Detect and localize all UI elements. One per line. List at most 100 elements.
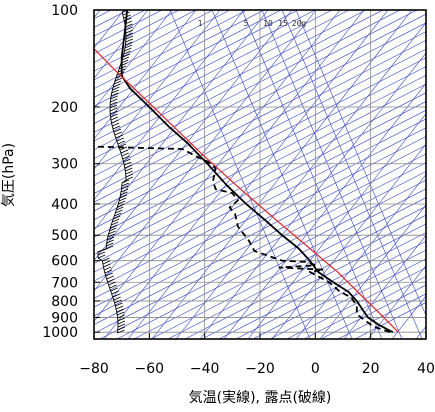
dry-adiabat-line	[235, 240, 426, 339]
isopleth-lines	[94, 10, 426, 339]
wind-barb	[125, 32, 134, 37]
wind-barb	[113, 80, 122, 85]
dry-adiabat-line	[94, 10, 418, 177]
wind-barb	[117, 140, 125, 145]
x-tick-label: −80	[79, 361, 109, 377]
x-ticks: −80 −60 −40 −20 0 20 40	[79, 333, 435, 377]
wind-barb	[125, 41, 133, 46]
temperature-line	[120, 10, 394, 333]
dry-adiabat-line	[150, 197, 426, 339]
wind-barb	[125, 173, 134, 178]
wind-barb	[110, 287, 118, 292]
mixing-ratio-label: 10	[263, 19, 273, 28]
wind-barb	[117, 323, 126, 328]
wind-barb	[113, 83, 121, 88]
wind-barb	[121, 152, 129, 157]
wind-barb	[110, 92, 119, 97]
wind-barb	[103, 266, 112, 271]
wind-barb	[113, 128, 122, 133]
wind-barb	[117, 329, 125, 334]
mixing-ratio-line	[295, 10, 426, 317]
dry-adiabat-line	[94, 39, 426, 212]
wind-barb	[109, 104, 118, 109]
dry-adiabat-line	[94, 10, 401, 168]
dry-adiabat-line	[94, 10, 265, 98]
wind-barb	[124, 164, 132, 169]
wind-barb	[123, 50, 131, 55]
dewpoint-line	[94, 145, 391, 334]
wind-barb	[118, 65, 127, 70]
dry-adiabat-line	[94, 10, 214, 72]
moist-adiabat-line	[94, 10, 245, 201]
wind-barb	[104, 269, 113, 274]
wind-barb	[110, 113, 118, 118]
wind-barb	[120, 188, 129, 193]
wind-barb	[115, 209, 123, 214]
wind-barb	[117, 311, 125, 316]
dry-adiabat-line	[94, 127, 426, 299]
moist-adiabat-line	[175, 22, 426, 339]
wind-barb	[106, 239, 114, 244]
wind-barb	[116, 206, 124, 211]
mixing-ratio-line	[261, 10, 403, 339]
dry-adiabat-line	[116, 179, 426, 339]
wind-barb	[102, 260, 111, 265]
wind-barb	[114, 212, 122, 217]
moist-adiabat-line	[271, 143, 426, 339]
wind-barb	[123, 158, 131, 163]
wind-barb	[111, 290, 119, 295]
wind-barb	[116, 71, 125, 76]
wind-barb	[112, 293, 120, 298]
wind-barb	[120, 149, 129, 154]
wind-barb	[122, 53, 131, 58]
wind-barb	[114, 131, 122, 136]
wind-barb	[108, 281, 116, 286]
wind-barb	[110, 116, 119, 121]
wind-barb	[119, 194, 127, 199]
dry-adiabat-line	[303, 275, 426, 339]
wind-barb	[107, 233, 115, 238]
moist-adiabat-line	[103, 10, 365, 339]
wind-barb	[117, 317, 126, 322]
wind-barb	[110, 98, 118, 103]
dry-adiabat-line	[94, 10, 316, 124]
y-tick-label: 100	[51, 3, 78, 19]
wind-barb	[125, 35, 134, 40]
wind-barb	[121, 56, 130, 61]
wind-barb	[121, 185, 129, 190]
moist-adiabat-line	[247, 113, 426, 339]
moist-adiabat-line	[94, 10, 317, 292]
x-axis-label: 気温(実線), 露点(破線)	[189, 390, 332, 406]
wind-barb	[113, 296, 121, 301]
moist-adiabat-line	[94, 10, 221, 170]
wind-barb	[98, 254, 106, 259]
wind-barb	[111, 119, 119, 124]
wind-barb	[117, 203, 125, 208]
wind-barb	[125, 38, 133, 43]
moist-adiabat-line	[127, 10, 389, 339]
wind-barb	[110, 224, 118, 229]
wind-barb	[109, 101, 118, 106]
mixing-ratio-label: 20g	[292, 19, 307, 28]
mixing-ratio-labels: 1 5 10 15 20g	[198, 19, 307, 28]
wind-barb	[112, 125, 121, 130]
wind-barb	[116, 137, 124, 142]
dry-adiabat-line	[269, 258, 426, 339]
wind-barb	[111, 221, 119, 226]
dry-adiabat-line	[94, 48, 426, 221]
dry-adiabat-line	[94, 74, 426, 247]
wind-barb	[114, 299, 122, 304]
dry-adiabat-line	[99, 171, 426, 339]
y-tick-label: 500	[51, 228, 78, 244]
moist-adiabat-line	[94, 10, 293, 262]
wind-barb	[118, 197, 127, 202]
dry-adiabat-line	[94, 83, 426, 256]
dry-adiabat-line	[94, 92, 426, 264]
wind-barb	[109, 107, 118, 112]
wind-barb	[97, 251, 106, 256]
moist-adiabat-line	[94, 10, 269, 231]
wind-barb	[118, 200, 126, 205]
wind-barb	[110, 95, 118, 100]
mixing-ratio-label: 1	[198, 19, 203, 28]
x-tick-label: −60	[135, 361, 165, 377]
